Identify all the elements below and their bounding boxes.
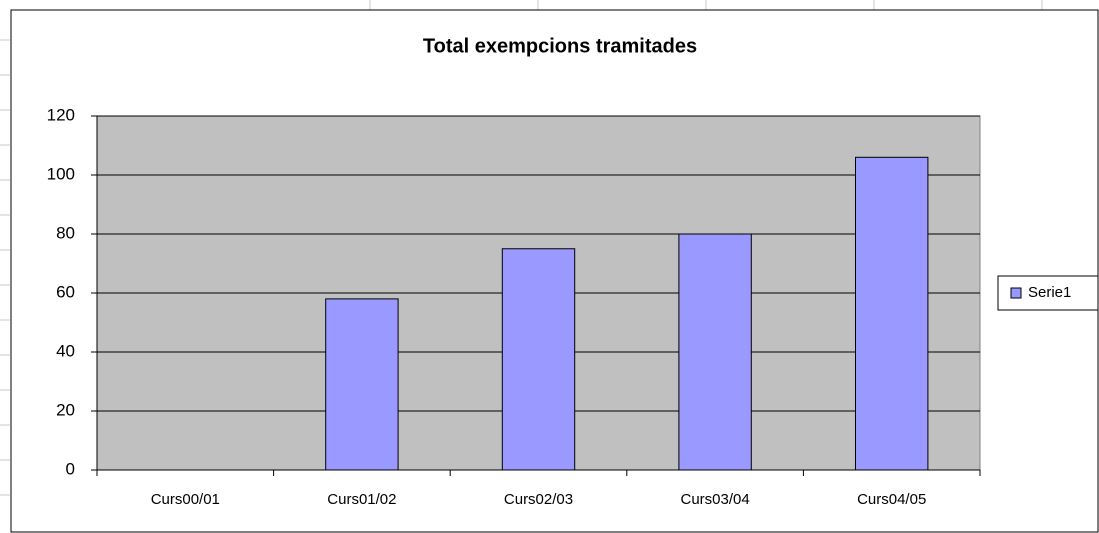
bar [854,156,929,471]
y-tick-label: 80 [56,223,75,242]
bar [325,298,399,471]
x-tick-label: Curs02/03 [504,491,573,508]
spreadsheet-background [0,0,1043,496]
x-tick-label: Curs00/01 [151,491,220,508]
x-tick-label: Curs01/02 [327,491,396,508]
y-tick-label: 100 [47,164,75,183]
y-tick-label: 20 [56,400,75,419]
bar [678,233,752,471]
y-tick-label: 40 [56,341,75,360]
x-tick-label: Curs03/04 [680,491,749,508]
y-tick-label: 0 [66,459,75,478]
legend-swatch [1010,287,1022,299]
x-tick-label: Curs04/05 [857,491,926,508]
chart-title: Total exempcions tramitades [423,35,697,57]
y-tick-label: 120 [47,105,75,124]
y-tick-label: 60 [56,282,75,301]
legend-label: Serie1 [1028,284,1071,301]
bar [501,248,576,471]
